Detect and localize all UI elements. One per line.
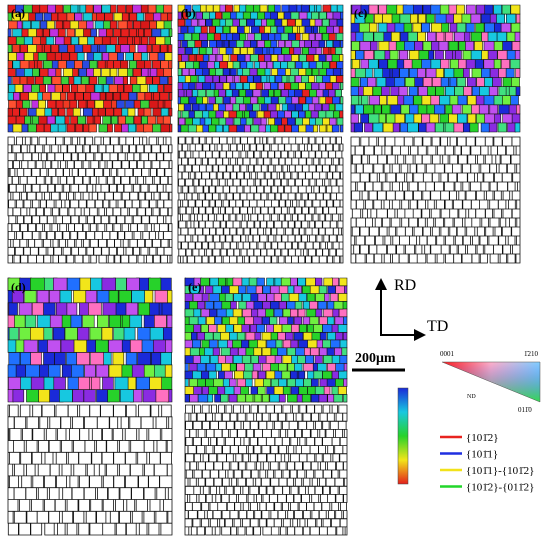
grain-map [184,277,348,395]
legend-label: {101̄2}-{011̄2} [466,482,534,494]
grain-boundaries [350,136,521,264]
grain-boundaries [177,136,344,264]
grain-map [8,12,173,133]
panel-label: (b) [181,6,196,20]
grain-map [350,4,521,133]
color-bar [397,387,409,485]
panel-label: (c) [354,6,367,20]
grain-boundaries [7,404,173,536]
maps [7,4,521,536]
legend-label: {101̄2} [466,432,499,444]
grain-map [177,11,344,133]
legend-label: {101̄1} [466,449,498,461]
ipf-corner: 0001 [440,350,455,358]
legend: {101̄2} {101̄1} {101̄1}-{101̄2} {101̄2}-{01… [440,432,534,494]
axes-arrows [375,278,426,341]
grain-map [184,277,344,403]
panel-label: (a) [11,6,25,20]
panel-label: (e) [188,280,201,294]
boundary-map [8,405,172,535]
grain-boundaries [7,136,173,264]
axis-label: TD [427,318,448,335]
ipf-triangle-shade [441,361,541,403]
legend-label: {101̄1}-{101̄2} [466,465,534,477]
scale-bar-label: 200μm [355,351,396,366]
ipf-label: ND [467,394,476,400]
grain-map [354,4,521,133]
axis-label: RD [394,277,416,294]
panel-label: (d) [11,280,26,294]
grain-map [7,290,170,403]
grain-boundaries [184,404,348,536]
ipf-corner: 011̄0 [518,406,532,414]
ipf-corner: 1̄210 [524,350,539,358]
